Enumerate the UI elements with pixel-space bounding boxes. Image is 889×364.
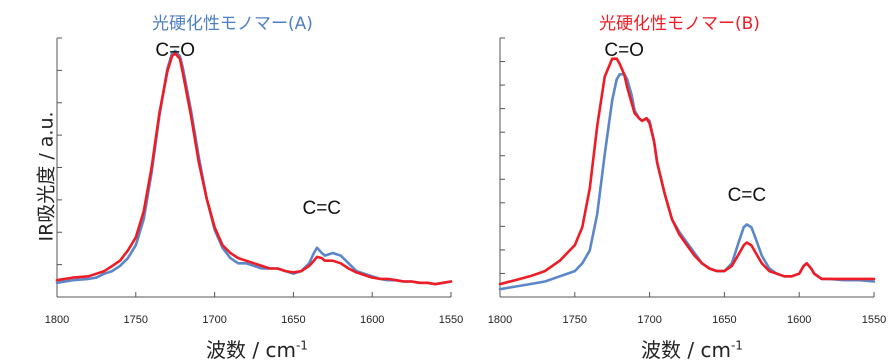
x-axis-label-b-sup: -1 [730,338,743,353]
chart-title-a: 光硬化性モノマー(A) [152,14,313,34]
x-tick-label-a: 1750 [124,314,148,326]
x-tick-label-b: 1750 [563,314,587,326]
x-tick-label-a: 1600 [360,314,384,326]
x-tick-label-b: 1650 [712,314,736,326]
x-tick-label-a: 1700 [202,314,226,326]
chart-title-b: 光硬化性モノマー(B) [599,14,760,34]
x-axis-label-b-text: 波数 / cm [641,338,731,362]
x-tick-label-b: 1550 [862,314,886,326]
series-line-a-1 [55,49,453,286]
series-line-b-2 [498,57,876,286]
x-axis-label-a-text: 波数 / cm [206,338,296,362]
chart-a: 1800 1750 1700 1650 1600 1550 C=O C=C [45,37,463,326]
chart-b: 1800 1750 1700 1650 1600 1550 C=O C=C [488,37,886,326]
annotation-c-o-b: C=O [604,40,644,61]
x-axis-label-a: 波数 / cm-1 [206,334,308,363]
x-axis-label-b: 波数 / cm-1 [641,334,743,363]
x-tick-label-a: 1650 [281,314,305,326]
x-tick-label-b: 1800 [488,314,512,326]
x-tick-label-b: 1600 [787,314,811,326]
x-tick-label-a: 1800 [45,314,69,326]
series-line-b-1 [498,73,876,291]
x-tick-label-a: 1550 [439,314,463,326]
annotation-c-c-b: C=C [728,185,767,206]
series-line-a-2 [55,52,453,286]
x-axis-label-a-sup: -1 [295,338,308,353]
annotation-c-o-a: C=O [155,40,195,61]
x-tick-label-b: 1700 [637,314,661,326]
annotation-c-c-a: C=C [302,198,341,219]
